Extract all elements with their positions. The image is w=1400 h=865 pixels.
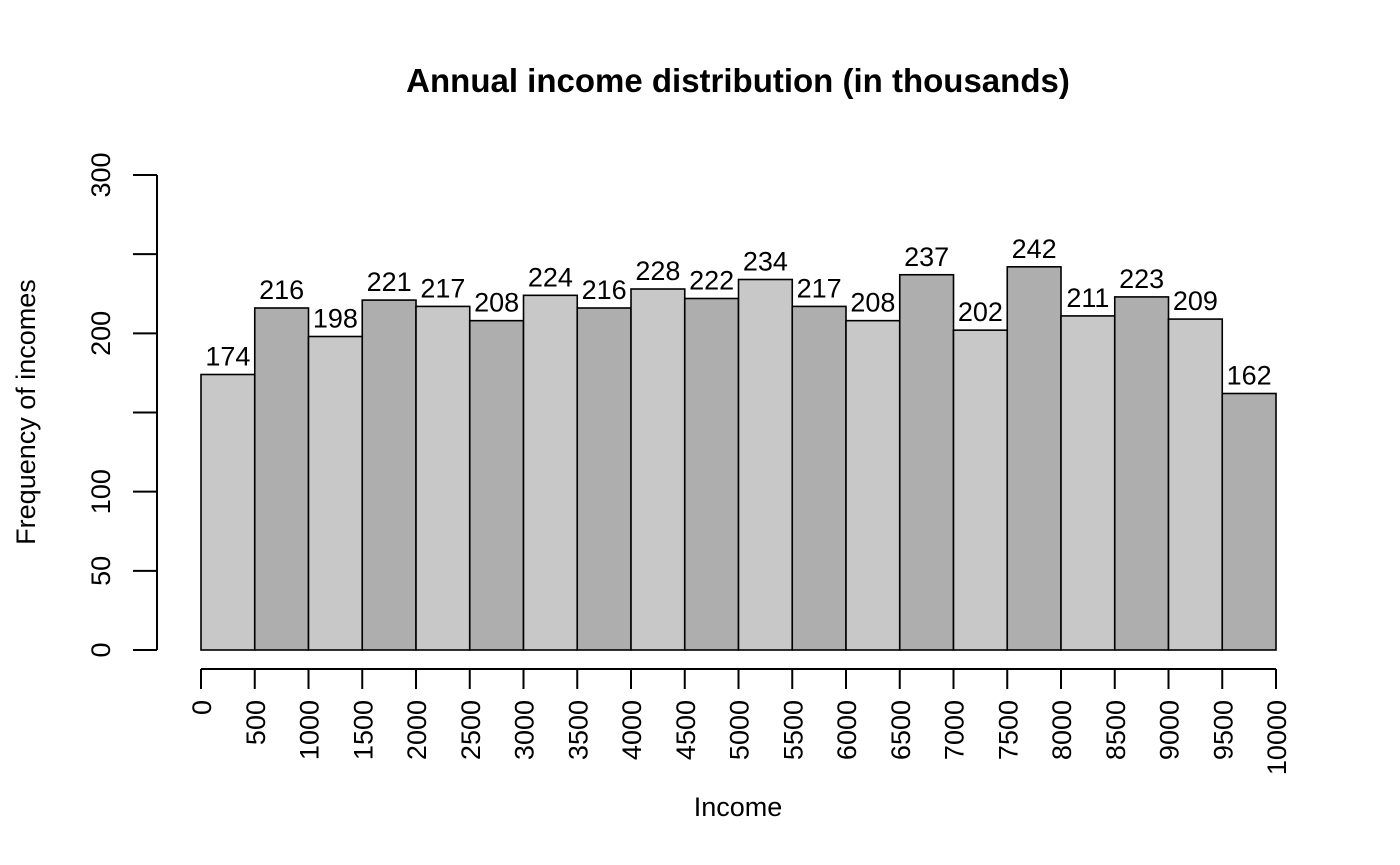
x-tick-label: 3000 bbox=[510, 700, 540, 760]
bar-value-label: 237 bbox=[904, 242, 949, 272]
histogram-bar bbox=[1167, 318, 1224, 651]
histogram-bar bbox=[361, 299, 417, 651]
bar-value-label: 202 bbox=[958, 297, 1003, 327]
y-tick-label: 50 bbox=[86, 556, 116, 586]
x-tick-label: 4500 bbox=[671, 700, 701, 760]
x-axis-label: Income bbox=[694, 792, 783, 822]
x-tick-label: 10000 bbox=[1262, 700, 1292, 775]
bar-value-label: 211 bbox=[1066, 283, 1109, 313]
histogram-bar bbox=[1060, 315, 1116, 651]
x-tick-label: 2500 bbox=[456, 700, 486, 760]
histogram-bar bbox=[898, 273, 955, 651]
bar-value-label: 222 bbox=[689, 266, 734, 296]
x-tick-label: 7000 bbox=[940, 700, 970, 760]
x-tick-label: 2000 bbox=[402, 700, 432, 760]
x-tick-label: 6500 bbox=[886, 700, 916, 760]
histogram-bar bbox=[522, 294, 579, 651]
histogram-bar bbox=[415, 305, 471, 651]
histogram-bar bbox=[630, 288, 686, 651]
histogram-bar bbox=[791, 305, 847, 651]
x-tick-label: 6000 bbox=[832, 700, 862, 760]
bars-group bbox=[200, 266, 1277, 651]
x-tick-label: 0 bbox=[187, 700, 217, 715]
bar-value-label: 198 bbox=[313, 304, 358, 334]
x-tick-label: 1500 bbox=[348, 700, 378, 760]
histogram-bar bbox=[200, 373, 256, 651]
histogram-bar bbox=[1221, 392, 1277, 651]
x-tick-label: 3500 bbox=[563, 700, 593, 760]
x-axis: 0 500 1000 1500 2000 2500 3000 3500 4000 4500 5000… bbox=[187, 668, 1292, 775]
bar-value-label: 224 bbox=[528, 262, 573, 292]
histogram-bar bbox=[468, 319, 525, 651]
histogram-bar bbox=[307, 335, 364, 651]
histogram-bar bbox=[253, 307, 310, 651]
bar-value-label: 221 bbox=[367, 267, 412, 297]
x-tick-label: 9000 bbox=[1155, 700, 1185, 760]
x-tick-label: 500 bbox=[241, 700, 271, 745]
y-tick-label: 200 bbox=[86, 311, 116, 356]
histogram-bar bbox=[576, 307, 632, 651]
histogram-bar bbox=[845, 319, 901, 651]
x-tick-label: 7500 bbox=[993, 700, 1023, 760]
x-tick-label: 1000 bbox=[295, 700, 325, 760]
histogram-bar bbox=[683, 297, 740, 651]
x-tick-label: 5500 bbox=[778, 700, 808, 760]
bar-value-label: 234 bbox=[743, 247, 788, 277]
bar-value-label: 208 bbox=[474, 288, 519, 318]
x-tick-label: 9500 bbox=[1208, 700, 1238, 760]
y-tick-label: 100 bbox=[86, 469, 116, 514]
bar-value-label: 216 bbox=[259, 275, 304, 305]
bar-labels-group: 174 216 198 221 217 208 224 216 228 222 234 217 208 2… bbox=[205, 234, 1271, 391]
histogram-bar bbox=[1113, 296, 1170, 651]
bar-value-label: 228 bbox=[635, 256, 680, 286]
x-tick-label: 4000 bbox=[617, 700, 647, 760]
histogram-bar bbox=[1006, 266, 1062, 651]
bar-value-label: 209 bbox=[1173, 286, 1218, 316]
bar-value-label: 216 bbox=[582, 275, 627, 305]
bar-value-label: 217 bbox=[420, 273, 465, 303]
bar-value-label: 174 bbox=[205, 342, 250, 372]
x-tick-label: 8500 bbox=[1101, 700, 1131, 760]
bar-value-label: 208 bbox=[850, 288, 895, 318]
bar-value-label: 242 bbox=[1012, 234, 1057, 264]
bar-value-label: 217 bbox=[797, 273, 842, 303]
bar-value-label: 162 bbox=[1227, 361, 1272, 391]
x-tick-label: 5000 bbox=[725, 700, 755, 760]
bar-value-label: 223 bbox=[1119, 264, 1164, 294]
y-axis-label: Frequency of incomes bbox=[11, 279, 41, 545]
y-tick-label: 300 bbox=[86, 152, 116, 197]
x-tick-label: 8000 bbox=[1047, 700, 1077, 760]
chart-title: Annual income distribution (in thousands… bbox=[406, 62, 1070, 99]
histogram-bar bbox=[952, 329, 1009, 651]
y-axis: 0 50 100 200 300 bbox=[86, 152, 158, 658]
histogram-bar bbox=[737, 278, 794, 651]
y-tick-label: 0 bbox=[86, 642, 116, 657]
